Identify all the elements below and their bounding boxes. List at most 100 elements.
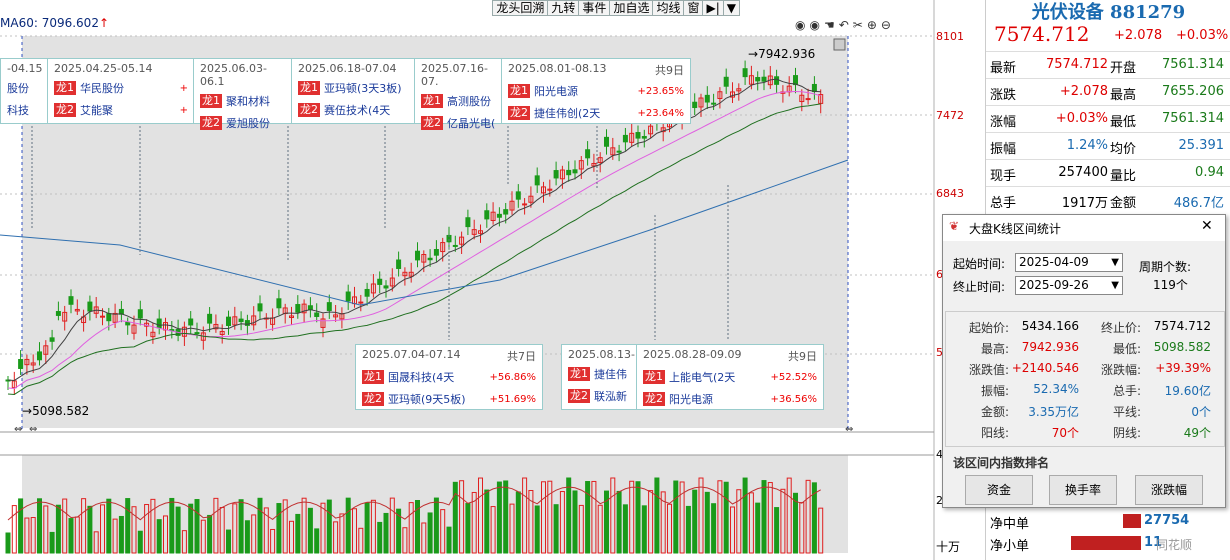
toolbar-button[interactable]: 事件 <box>578 0 611 16</box>
quote-value: 1.24% <box>1066 138 1108 153</box>
toolbar-button[interactable]: ▶| <box>702 0 724 16</box>
event-stock-row[interactable]: 科技 <box>1 99 51 121</box>
leader-event-box[interactable]: 2025.07.16-07. 龙1 高测股份 龙2 亿晶光电( <box>414 58 504 130</box>
leader-event-box[interactable]: 2025.08.01-08.13 共9日 龙1 阳光电源 +23.65% 龙2 捷佳伟创(2… <box>501 58 691 124</box>
stat-value: +39.39% <box>1155 361 1211 375</box>
range-handle-icon: ⇔ <box>29 424 37 435</box>
volume-bar <box>62 498 68 554</box>
undo-icon[interactable]: ↶ <box>838 18 849 32</box>
eye-icon[interactable]: ◉ <box>809 18 820 32</box>
candle-body <box>748 75 754 85</box>
quote-value: 257400 <box>1058 165 1108 180</box>
volume-bar <box>289 520 294 554</box>
volume-bar <box>421 522 427 554</box>
event-stock-name: 华民股份 <box>80 82 124 95</box>
zoom-out-icon[interactable]: ⊖ <box>880 18 891 32</box>
event-stock-row[interactable]: 龙1 华民股份 + <box>48 77 194 99</box>
kline-chart-area[interactable]: ⇔ ⇔ ⇔ MA60: 7096.602↑ 龙头回溯 九转 事件 加自选 均线窗 ▶| ▼ ◉ … <box>0 0 985 560</box>
event-stock-row[interactable]: 龙2 艾能聚 + <box>48 99 194 121</box>
event-date-range: -04.15 <box>7 62 43 75</box>
toolbar-button[interactable]: 均线 <box>652 0 685 16</box>
candle-body <box>484 210 490 220</box>
leader-event-box[interactable]: 2025.06.03-06.1 龙1 聚和材料 龙2 爱旭股份 <box>193 58 293 130</box>
flow-bar <box>1071 536 1141 550</box>
leader-event-box[interactable]: 2025.08.13- 龙1 捷佳伟 龙2 联泓新 <box>561 344 639 410</box>
event-stock-row[interactable]: 龙2 爱旭股份 <box>194 112 292 134</box>
event-stock-row[interactable]: 龙2 联泓新 <box>562 385 638 407</box>
event-stock-row[interactable]: 龙1 国晟科技(4天 +56.86% <box>356 366 542 388</box>
event-stock-row[interactable]: 龙2 捷佳伟创(2天 +23.64% <box>502 102 690 124</box>
event-stock-row[interactable]: 龙2 亚玛顿(9天5板) +51.69% <box>356 388 542 410</box>
volume-bar <box>49 531 55 554</box>
dragon-rank-badge: 龙2 <box>298 103 320 117</box>
quote-value: 7574.712 <box>1045 57 1108 72</box>
volume-bar <box>490 506 496 554</box>
volume-bar <box>509 503 515 554</box>
dragon-rank-badge: 龙1 <box>298 81 320 95</box>
volume-bar <box>125 498 131 554</box>
toolbar-button[interactable]: 九转 <box>547 0 580 16</box>
event-stock-row[interactable]: 龙1 聚和材料 <box>194 90 292 112</box>
event-stock-row[interactable]: 龙2 阳光电源 +36.56% <box>637 388 823 410</box>
leader-event-box[interactable]: 2025.07.04-07.14 共7日 龙1 国晟科技(4天 +56.86% 龙2 亚玛顿… <box>355 344 543 410</box>
toolbar-button[interactable]: 龙头回溯 <box>492 0 549 16</box>
event-stock-gain: + <box>179 82 188 94</box>
hand-icon[interactable]: ☚ <box>823 18 835 32</box>
close-icon[interactable]: ✕ <box>1201 218 1213 234</box>
leader-event-box[interactable]: 2025.08.28-09.09 共9日 龙1 上能电气(2天 +52.52% 龙2 阳光电… <box>636 344 824 410</box>
volume-bar <box>163 515 168 554</box>
event-stock-row[interactable]: 龙1 高测股份 <box>415 90 503 112</box>
candle-body <box>131 324 137 334</box>
eye-icon[interactable]: ◉ <box>795 18 806 32</box>
leader-event-box[interactable]: -04.15 股份 科技 <box>0 58 52 124</box>
candle-body <box>660 127 666 133</box>
volume-bar <box>534 505 540 554</box>
dragon-rank-badge: 龙1 <box>568 367 590 381</box>
capital-button[interactable]: 资金 <box>965 475 1033 505</box>
candle-body <box>137 309 143 319</box>
candle-body <box>528 195 534 203</box>
event-stock-row[interactable]: 龙2 亿晶光电( <box>415 112 503 134</box>
ma60-line <box>0 159 849 306</box>
candle-body <box>635 132 641 139</box>
volume-bar <box>320 502 326 554</box>
zoom-in-icon[interactable]: ⊕ <box>866 18 877 32</box>
dragon-rank-badge: 龙1 <box>362 370 384 384</box>
scissors-icon[interactable]: ✂ <box>852 18 863 32</box>
event-stock-name: 聚和材料 <box>226 95 270 108</box>
start-time-label: 起始时间: <box>953 257 1006 271</box>
candle-body <box>408 271 414 277</box>
start-date-select[interactable]: 2025-04-09 ▼ <box>1015 253 1123 272</box>
event-stock-row[interactable]: 龙1 捷佳伟 <box>562 363 638 385</box>
end-date-select[interactable]: 2025-09-26 ▼ <box>1015 276 1123 295</box>
toolbar-button[interactable]: ▼ <box>722 0 740 16</box>
event-stock-row[interactable]: 龙2 赛伍技术(4天 <box>292 99 415 121</box>
leader-event-box[interactable]: 2025.06.18-07.04 龙1 亚玛顿(3天3板) 龙2 赛伍技术(4天 <box>291 58 416 124</box>
candle-body <box>478 230 483 234</box>
event-stock-row[interactable]: 股份 <box>1 77 51 99</box>
stats-group <box>945 311 1225 447</box>
interval-stats-dialog: ❦ 大盘K线区间统计 ✕ 起始时间: 2025-04-09 ▼ 终止时间: 202… <box>942 214 1226 508</box>
event-date-range: 2025.07.04-07.14 <box>362 348 461 361</box>
candle-body <box>704 94 710 103</box>
chevron-down-icon: ▼ <box>1111 257 1119 268</box>
volume-unit-label: 十万 <box>936 540 961 554</box>
event-stock-name: 亿晶光电( <box>447 117 496 130</box>
event-stock-row[interactable]: 龙1 阳光电源 +23.65% <box>502 80 690 102</box>
volume-bar <box>736 489 742 554</box>
turnover-button[interactable]: 换手率 <box>1049 475 1117 505</box>
candle-body <box>459 236 465 245</box>
leader-event-box[interactable]: 2025.04.25-05.14 龙1 华民股份 + 龙2 艾能聚 + <box>47 58 195 124</box>
dialog-titlebar[interactable]: ❦ 大盘K线区间统计 ✕ <box>943 215 1225 241</box>
toolbar-button[interactable]: 窗 <box>683 0 704 16</box>
volume-bar <box>326 499 332 554</box>
candle-body <box>150 331 156 338</box>
event-stock-row[interactable]: 龙1 上能电气(2天 +52.52% <box>637 366 823 388</box>
change-pct-button[interactable]: 涨跌幅 <box>1135 475 1203 505</box>
quote-value: 486.7亿 <box>1173 196 1224 211</box>
volume-bar <box>144 504 150 554</box>
dragon-rank-badge: 龙2 <box>568 389 590 403</box>
toolbar-button[interactable]: 加自选 <box>609 0 654 16</box>
event-stock-row[interactable]: 龙1 亚玛顿(3天3板) <box>292 77 415 99</box>
volume-bar <box>112 518 118 554</box>
